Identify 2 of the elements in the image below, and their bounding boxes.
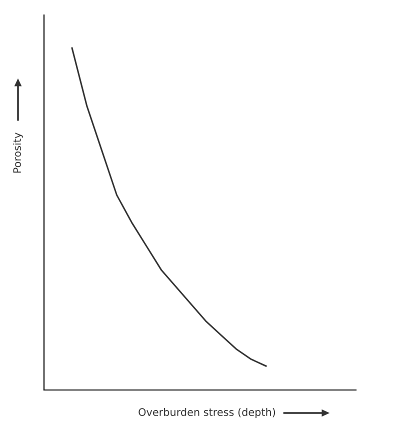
x-axis-title: Overburden stress (depth) — [138, 408, 276, 418]
y-axis-title: Porosity — [12, 132, 24, 173]
